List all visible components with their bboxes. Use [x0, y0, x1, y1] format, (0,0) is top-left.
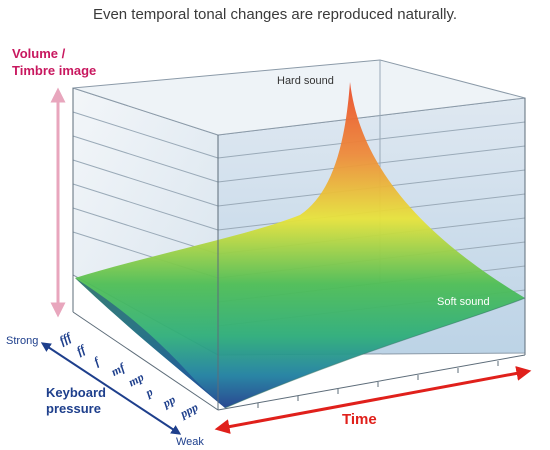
- weak-label: Weak: [176, 436, 204, 448]
- pressure-axis-title-line2: pressure: [46, 401, 101, 416]
- gridline: [72, 159, 219, 207]
- pressure-axis-title-line1: Keyboard: [46, 385, 106, 400]
- gridline: [72, 135, 219, 183]
- dynamic-mark: ppp: [177, 400, 200, 421]
- volume-axis-label-line1: Volume /: [12, 46, 66, 61]
- gridline: [72, 111, 219, 159]
- dynamic-mark: mp: [126, 370, 146, 390]
- dynamic-mark: pp: [160, 392, 178, 410]
- diagram-caption: Even temporal tonal changes are reproduc…: [92, 6, 458, 23]
- pressure-axis-arrow: [40, 342, 182, 435]
- time-axis-label: Time: [342, 411, 377, 428]
- dynamic-mark: p: [142, 385, 155, 401]
- soft-sound-annotation: Soft sound: [437, 296, 490, 308]
- surface-body: [75, 82, 525, 408]
- gridline: [72, 183, 219, 231]
- hard-sound-annotation: Hard sound: [277, 75, 334, 87]
- time-axis-arrow: [214, 365, 532, 435]
- volume-axis-label-line2: Timbre image: [12, 63, 96, 78]
- dynamic-mark: mf: [109, 360, 128, 379]
- dynamic-mark: ff: [74, 342, 88, 358]
- dynamic-mark: fff: [57, 329, 75, 347]
- strong-label: Strong: [6, 335, 38, 347]
- gridline: [217, 121, 526, 159]
- dynamic-mark: f: [91, 354, 102, 369]
